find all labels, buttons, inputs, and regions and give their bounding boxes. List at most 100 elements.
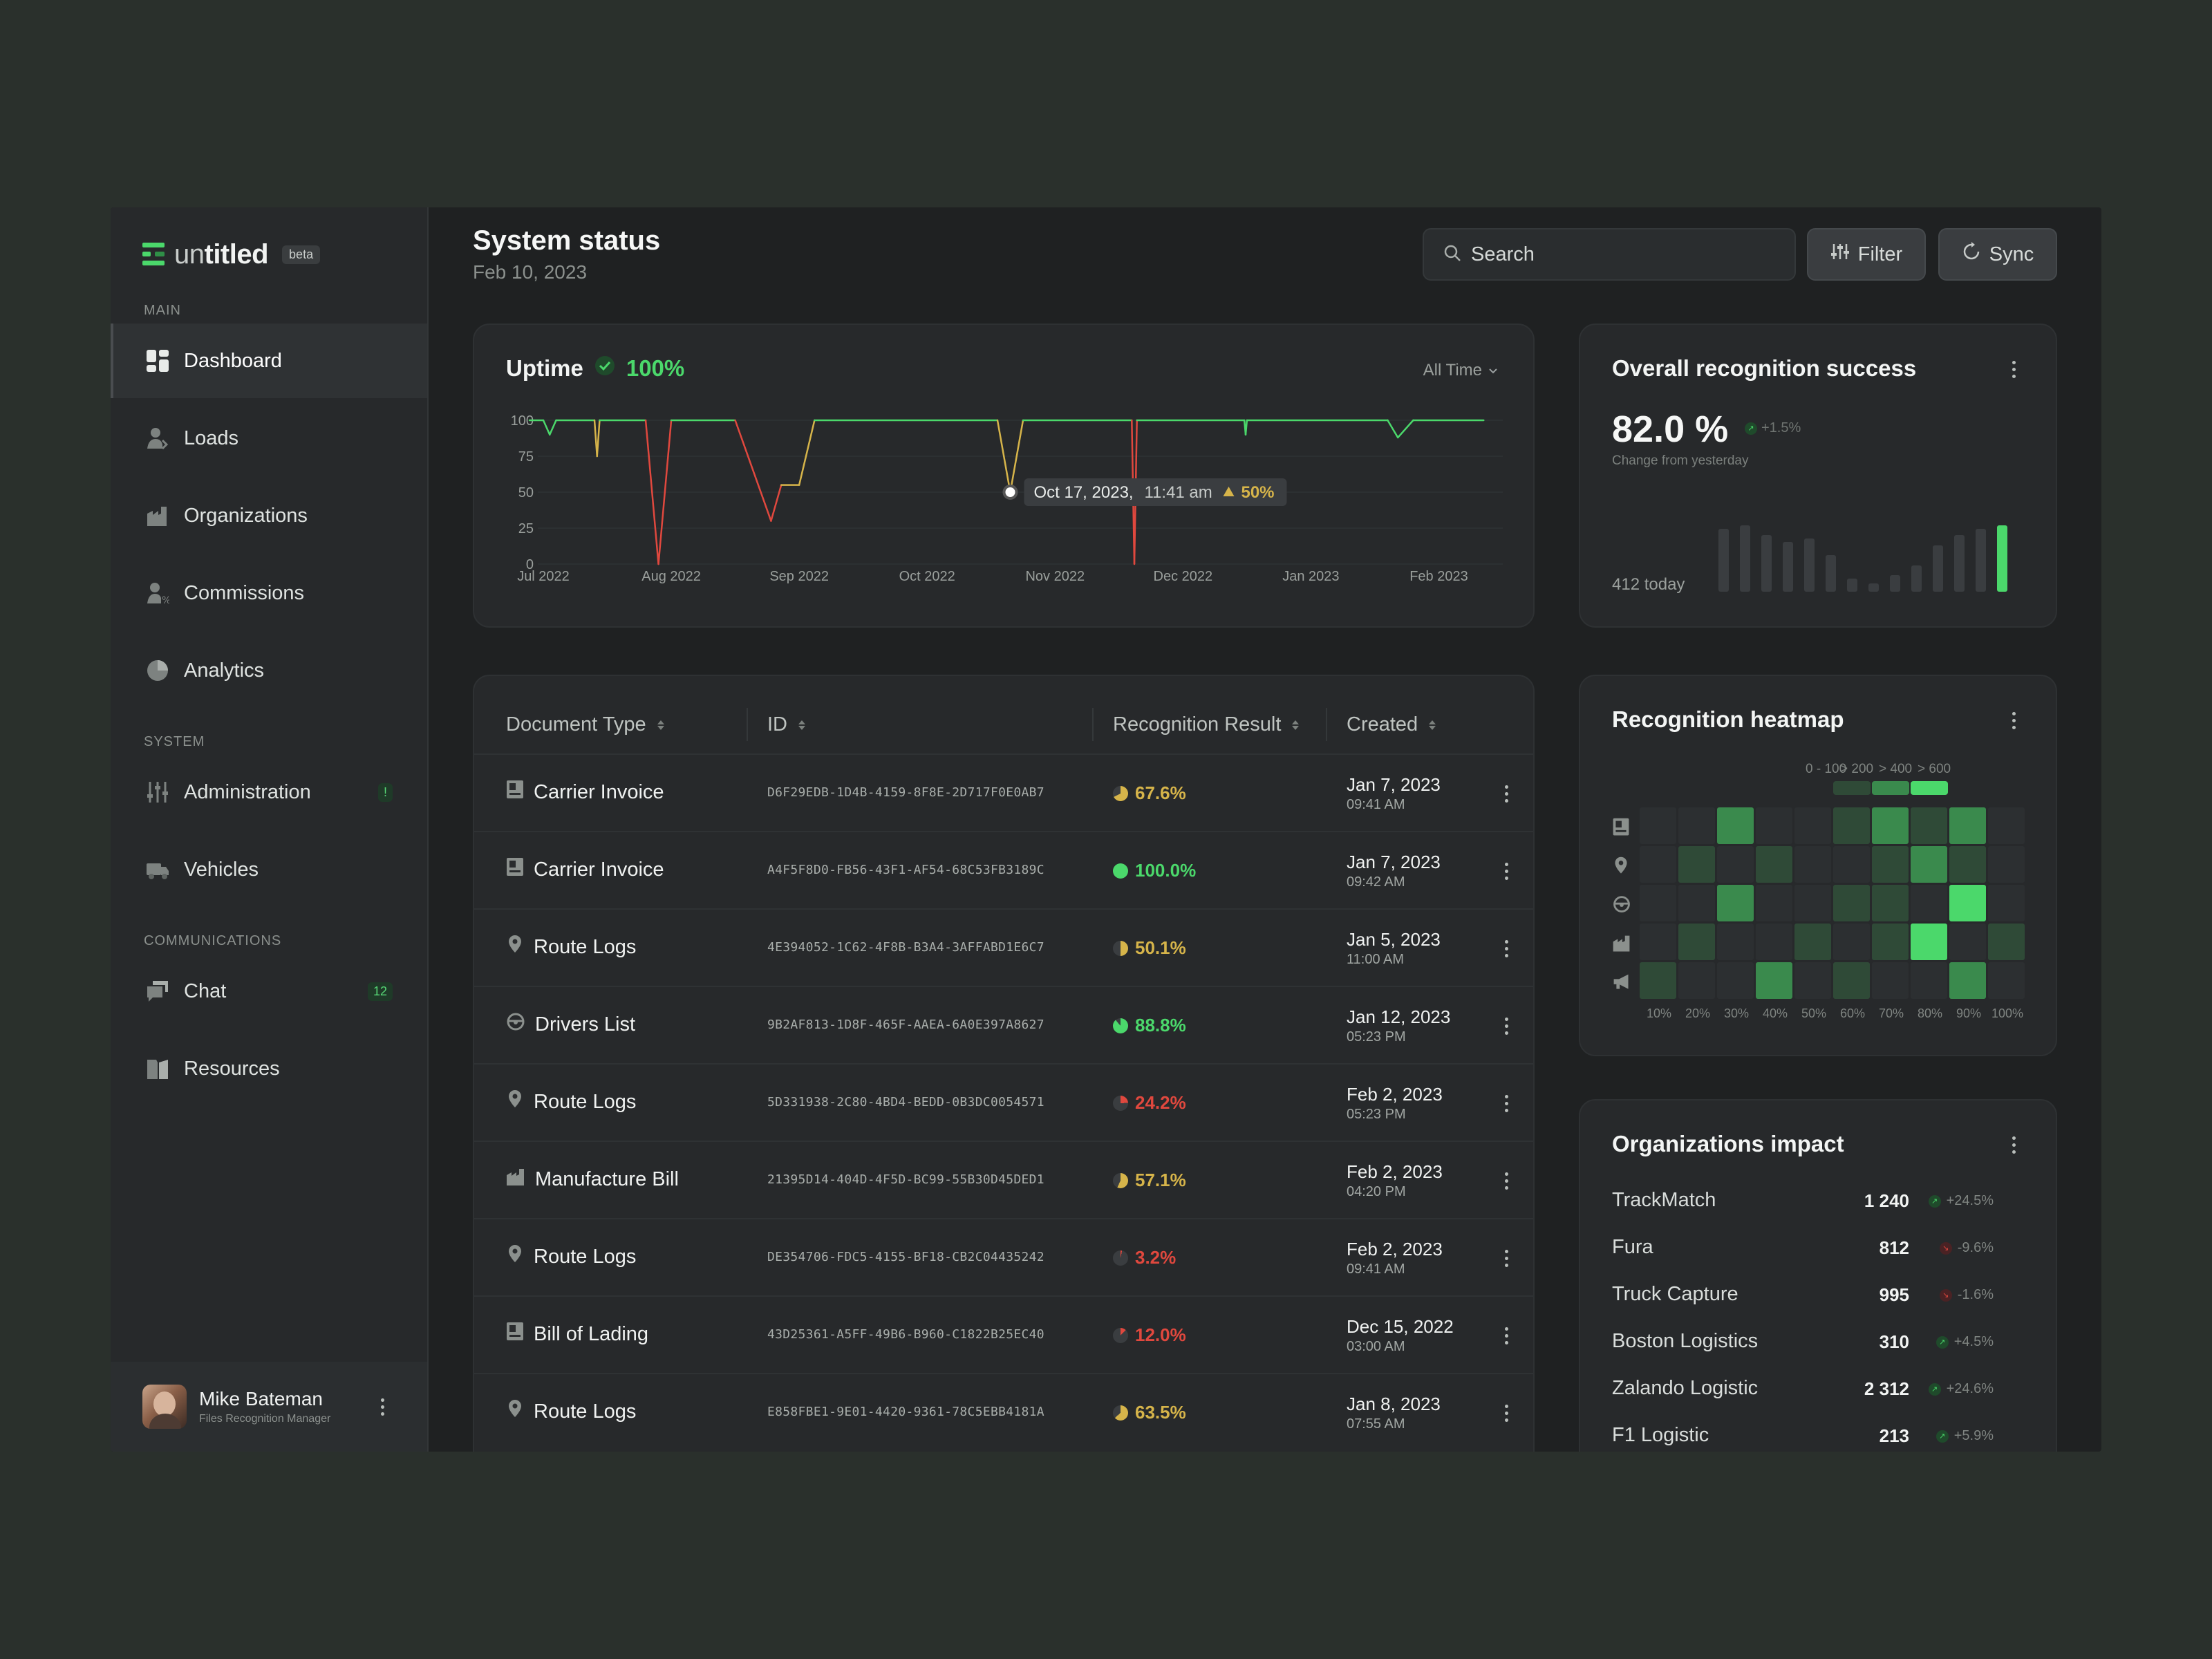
filter-button[interactable]: Filter [1807, 228, 1926, 281]
user-menu-kebab-icon[interactable] [372, 1393, 393, 1421]
sidebar-item-loads[interactable]: Loads [111, 401, 427, 476]
org-row[interactable]: Boston Logistics 310 ↗ +4.5% [1612, 1323, 2027, 1365]
sidebar-item-chat[interactable]: Chat 12 [111, 954, 427, 1029]
table-row[interactable]: Route Logs E858FBE1-9E01-4420-9361-78C5E… [474, 1373, 1533, 1450]
search-input[interactable] [1471, 243, 1775, 266]
table-row[interactable]: Manufacture Bill 21395D14-404D-4F5D-BC99… [474, 1141, 1533, 1218]
heatmap-cell[interactable] [1872, 962, 1909, 999]
heatmap-cell[interactable] [1872, 885, 1909, 921]
heatmap-cell[interactable] [1949, 846, 1986, 883]
heatmap-cell[interactable] [1911, 924, 1947, 960]
heatmap-cell[interactable] [1949, 807, 1986, 844]
heatmap-cell[interactable] [1988, 807, 2025, 844]
heatmap-menu-kebab-icon[interactable] [2003, 706, 2024, 734]
header-recognition-result[interactable]: Recognition Result [1113, 713, 1300, 736]
heatmap-cell[interactable] [1911, 846, 1947, 883]
heatmap-cell[interactable] [1756, 885, 1792, 921]
row-menu-kebab-icon[interactable] [1496, 1244, 1517, 1272]
org-row[interactable]: Zalando Logistic 2 312 ↗ +24.6% [1612, 1370, 2027, 1412]
table-row[interactable]: Bill of Lading 43D25361-A5FF-49B6-B960-C… [474, 1295, 1533, 1373]
heatmap-cell[interactable] [1988, 962, 2025, 999]
heatmap-cell[interactable] [1911, 807, 1947, 844]
brand[interactable]: untitled beta [142, 234, 321, 275]
sidebar-item-administration[interactable]: Administration ! [111, 755, 427, 830]
heatmap-cell[interactable] [1678, 924, 1715, 960]
heatmap-cell[interactable] [1717, 846, 1754, 883]
sidebar-item-organizations[interactable]: Organizations [111, 478, 427, 553]
heatmap-cell[interactable] [1794, 962, 1831, 999]
heatmap-cell[interactable] [1640, 846, 1676, 883]
user-profile[interactable]: Mike Bateman Files Recognition Manager [111, 1362, 427, 1452]
sidebar-item-vehicles[interactable]: Vehicles [111, 832, 427, 907]
heatmap-cell[interactable] [1833, 924, 1870, 960]
row-menu-kebab-icon[interactable] [1496, 1399, 1517, 1427]
heatmap-cell[interactable] [1717, 807, 1754, 844]
orgs-menu-kebab-icon[interactable] [2003, 1131, 2024, 1159]
heatmap-cell[interactable] [1872, 924, 1909, 960]
heatmap-cell[interactable] [1988, 924, 2025, 960]
heatmap-cell[interactable] [1717, 885, 1754, 921]
heatmap-cell[interactable] [1756, 924, 1792, 960]
heatmap-cell[interactable] [1717, 924, 1754, 960]
row-menu-kebab-icon[interactable] [1496, 1167, 1517, 1194]
route-icon [506, 1244, 524, 1269]
table-row[interactable]: Carrier Invoice A4F5F8D0-FB56-43F1-AF54-… [474, 831, 1533, 908]
header-id[interactable]: ID [767, 713, 805, 736]
heatmap-cell[interactable] [1949, 885, 1986, 921]
heatmap-cell[interactable] [1833, 807, 1870, 844]
heatmap-cell[interactable] [1872, 807, 1909, 844]
heatmap-cell[interactable] [1640, 807, 1676, 844]
row-menu-kebab-icon[interactable] [1496, 857, 1517, 885]
row-menu-kebab-icon[interactable] [1496, 935, 1517, 962]
heatmap-cell[interactable] [1872, 846, 1909, 883]
heatmap-cell[interactable] [1640, 924, 1676, 960]
heatmap-cell[interactable] [1949, 924, 1986, 960]
table-row[interactable]: Route Logs 5D331938-2C80-4BD4-BEDD-0B3DC… [474, 1063, 1533, 1141]
org-row[interactable]: F1 Logistic 213 ↗ +5.9% [1612, 1417, 2027, 1452]
sidebar-item-resources[interactable]: Resources [111, 1031, 427, 1106]
heatmap-cell[interactable] [1756, 846, 1792, 883]
heatmap-cell[interactable] [1833, 846, 1870, 883]
heatmap-cell[interactable] [1833, 962, 1870, 999]
heatmap-cell[interactable] [1794, 846, 1831, 883]
heatmap-cell[interactable] [1988, 846, 2025, 883]
heatmap-cell[interactable] [1794, 807, 1831, 844]
heatmap-cell[interactable] [1911, 885, 1947, 921]
table-row[interactable]: Route Logs DE354706-FDC5-4155-BF18-CB2C0… [474, 1218, 1533, 1295]
heatmap-cell[interactable] [1717, 962, 1754, 999]
row-menu-kebab-icon[interactable] [1496, 1012, 1517, 1040]
org-row[interactable]: Fura 812 ↘ -9.6% [1612, 1229, 2027, 1271]
heatmap-cell[interactable] [1678, 885, 1715, 921]
sidebar-item-dashboard[interactable]: Dashboard [111, 324, 427, 398]
row-menu-kebab-icon[interactable] [1496, 1089, 1517, 1117]
heatmap-cell[interactable] [1988, 885, 2025, 921]
heatmap-cell[interactable] [1640, 885, 1676, 921]
heatmap-cell[interactable] [1794, 885, 1831, 921]
heatmap-cell[interactable] [1678, 846, 1715, 883]
heatmap-cell[interactable] [1756, 962, 1792, 999]
search-box[interactable] [1423, 228, 1796, 281]
heatmap-cell[interactable] [1833, 885, 1870, 921]
cell-recognition-result: 63.5% [1113, 1402, 1186, 1423]
sidebar-item-commissions[interactable]: % Commissions [111, 556, 427, 630]
heatmap-cell[interactable] [1794, 924, 1831, 960]
header-document-type[interactable]: Document Type [506, 713, 664, 736]
heatmap-cell[interactable] [1949, 962, 1986, 999]
row-menu-kebab-icon[interactable] [1496, 780, 1517, 807]
heatmap-cell[interactable] [1678, 807, 1715, 844]
recognition-menu-kebab-icon[interactable] [2003, 355, 2024, 383]
sidebar-item-analytics[interactable]: Analytics [111, 633, 427, 708]
heatmap-cell[interactable] [1756, 807, 1792, 844]
heatmap-cell[interactable] [1678, 962, 1715, 999]
table-row[interactable]: Carrier Invoice D6F29EDB-1D4B-4159-8F8E-… [474, 753, 1533, 831]
org-row[interactable]: Truck Capture 995 ↘ -1.6% [1612, 1276, 2027, 1318]
header-created[interactable]: Created [1347, 713, 1436, 736]
heatmap-cell[interactable] [1640, 962, 1676, 999]
heatmap-cell[interactable] [1911, 962, 1947, 999]
table-row[interactable]: Route Logs 4E394052-1C62-4F8B-B3A4-3AFFA… [474, 908, 1533, 986]
table-row[interactable]: Drivers List 9B2AF813-1D8F-465F-AAEA-6A0… [474, 986, 1533, 1063]
row-menu-kebab-icon[interactable] [1496, 1322, 1517, 1349]
time-range-select[interactable]: All Time [1423, 361, 1499, 380]
sync-button[interactable]: Sync [1938, 228, 2057, 281]
org-row[interactable]: TrackMatch 1 240 ↗ +24.5% [1612, 1182, 2027, 1224]
